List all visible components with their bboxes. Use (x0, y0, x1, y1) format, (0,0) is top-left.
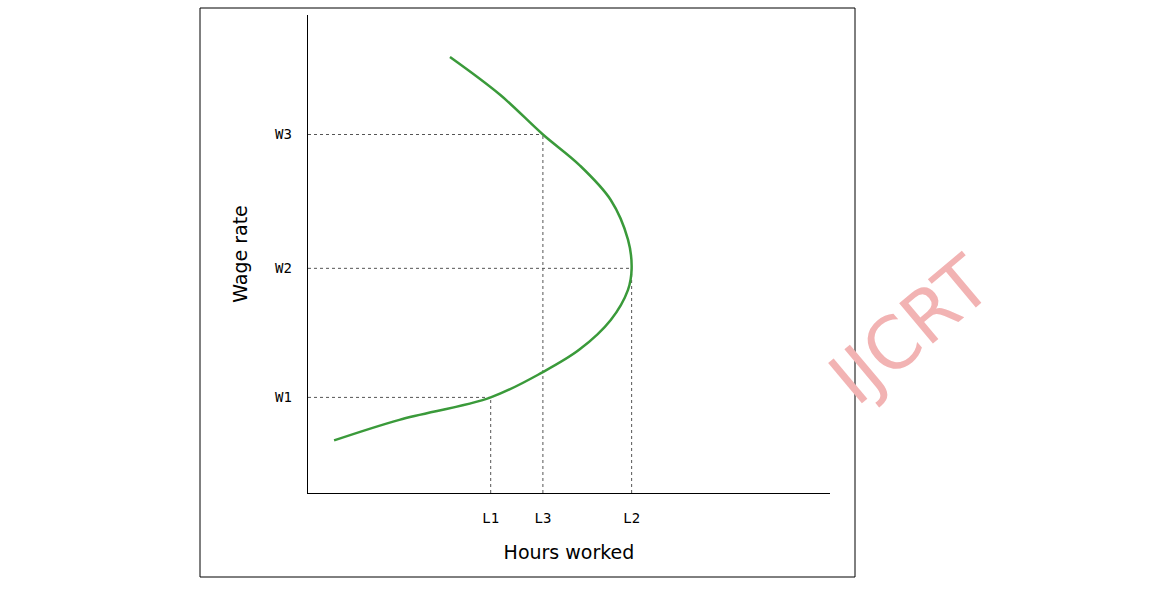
svg-text:Hours worked: Hours worked (504, 541, 635, 563)
svg-text:L3: L3 (534, 510, 551, 526)
svg-text:W1: W1 (275, 389, 292, 405)
svg-text:L1: L1 (482, 510, 499, 526)
svg-text:L2: L2 (623, 510, 640, 526)
svg-text:W2: W2 (275, 260, 292, 276)
svg-text:Wage rate: Wage rate (229, 205, 251, 303)
svg-text:W3: W3 (275, 126, 292, 142)
svg-text:IJCRT: IJCRT (813, 239, 1007, 421)
